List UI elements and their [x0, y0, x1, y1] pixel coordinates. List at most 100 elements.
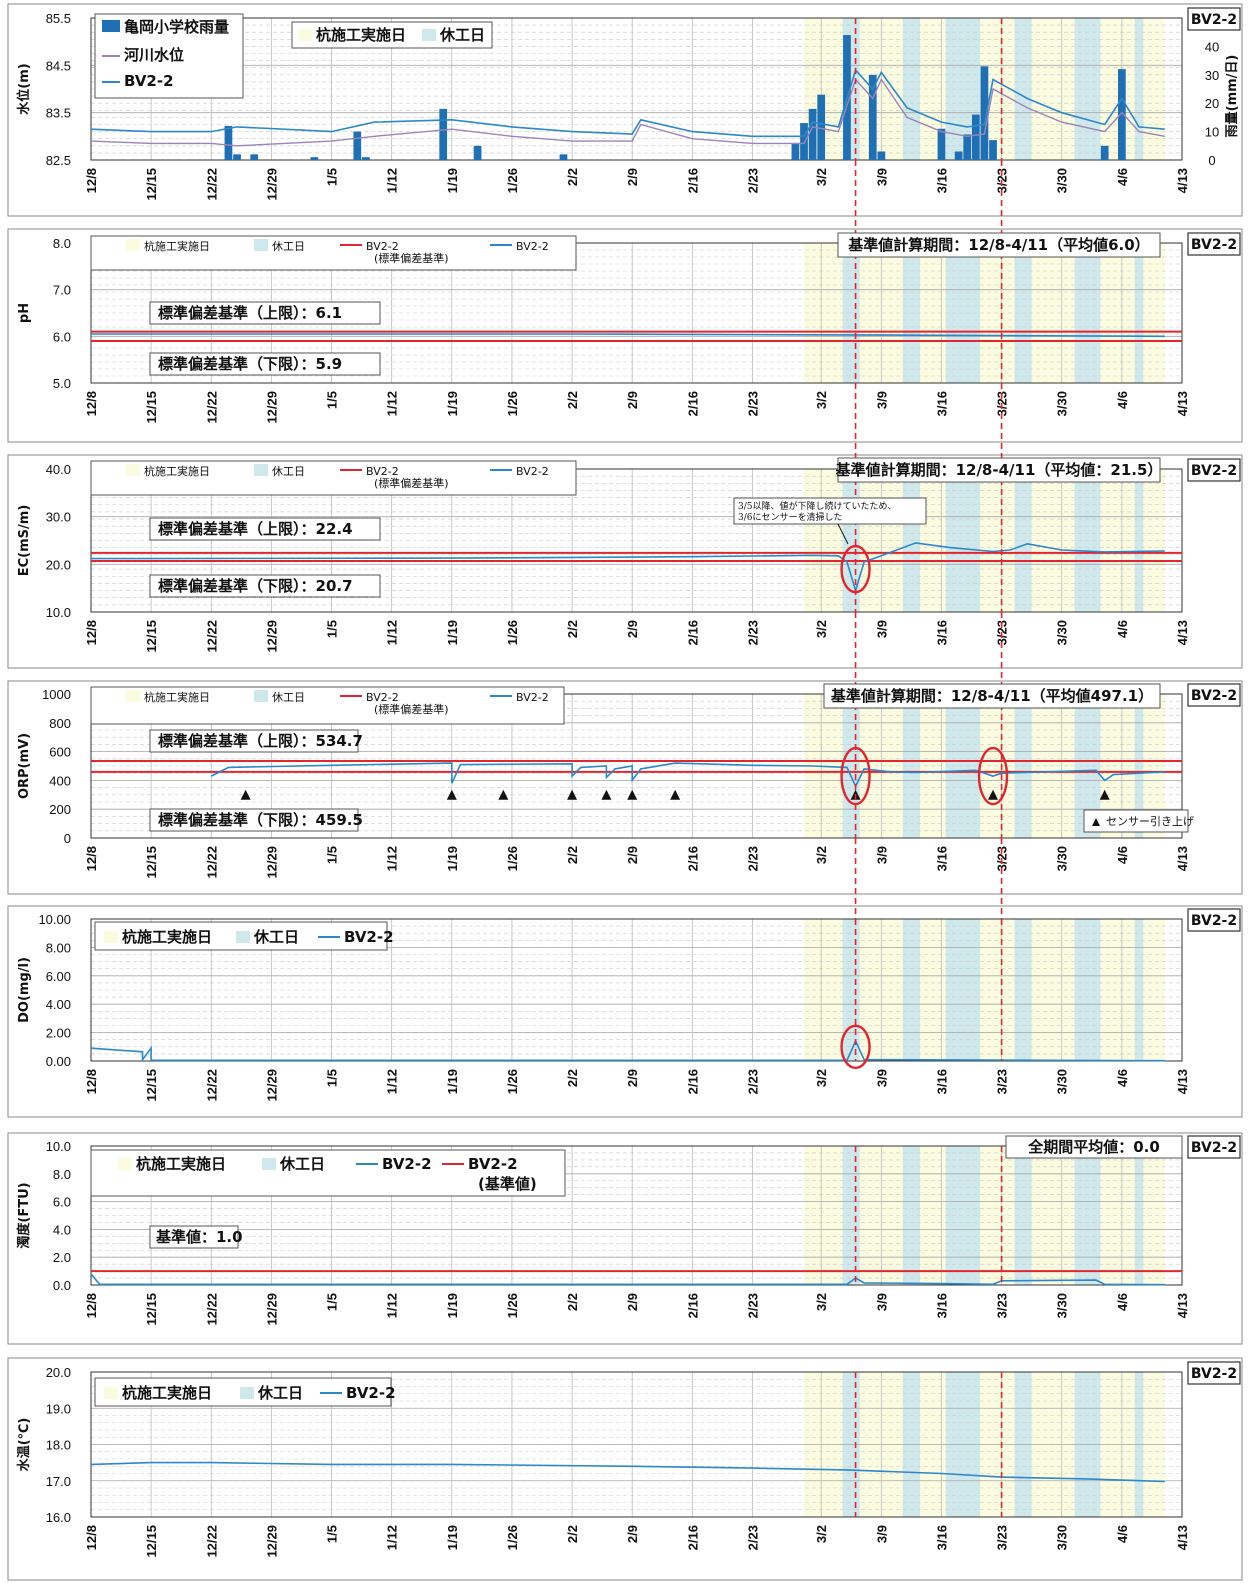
- y-tick-label: 4.0: [53, 1222, 71, 1237]
- legend-panel-4: 杭施工実施日 休工日 BV2-2(標準偏差基準)BV2-2 基準値計算期間：12/8-…: [90, 683, 1161, 832]
- x-tick-label: 12/8: [84, 846, 99, 871]
- x-tick-label: 1/19: [445, 391, 460, 416]
- legend-label-rest: 休工日: [272, 240, 305, 253]
- station-tag-box: [1187, 1135, 1241, 1159]
- rest-day-band: [1023, 1146, 1032, 1285]
- x-tick-label: 1/5: [325, 1525, 340, 1543]
- x-tick-label: 2/2: [565, 168, 580, 186]
- x-tick-label: 12/29: [264, 168, 279, 201]
- sensor-marker: [627, 789, 638, 800]
- rainfall-bar: [310, 157, 319, 160]
- reference-label: 基準値：1.0: [155, 1228, 243, 1246]
- legend-label-rest: 休工日: [257, 1384, 303, 1402]
- x-tick-label: 1/12: [385, 1069, 400, 1094]
- legend-label-line: BV2-2: [382, 1155, 432, 1173]
- x-tick-label: 1/5: [325, 1293, 340, 1311]
- rest-day-band: [902, 1146, 912, 1285]
- x-tick-label: 1/26: [505, 1293, 520, 1318]
- station-tag-box: [1187, 232, 1241, 256]
- x-tick-label: 4/13: [1175, 620, 1190, 645]
- reference-label-box: [149, 1225, 239, 1249]
- calc-period-box: [837, 457, 1161, 483]
- upper-limit-label-box: [149, 517, 381, 541]
- rainfall-bar: [817, 94, 826, 160]
- chart-panel-4: 1000 800 600 400 200 0 12/8 12/15 12/22 12/29 1/5 1…: [7, 680, 1243, 895]
- x-tick-label: 12/8: [84, 1069, 99, 1094]
- rest-day-band: [1091, 243, 1101, 383]
- x-tick-label: 3/16: [934, 846, 949, 871]
- y-tick-label: 5.0: [53, 376, 71, 391]
- series-line-1: [91, 333, 1165, 338]
- y-tick-label: 10.00: [38, 912, 71, 927]
- rainfall-bar: [937, 128, 946, 160]
- legend-panel-7: 杭施工実施日 休工日 BV2-2: [94, 1377, 396, 1407]
- x-tick-label: 2/23: [745, 846, 760, 871]
- legend-label-ref-sub: (標準偏差基準): [374, 251, 449, 265]
- y-tick-label: 8.00: [46, 940, 71, 955]
- legend-label-rain: 亀岡小学校雨量: [124, 18, 229, 36]
- rest-day-band: [1023, 469, 1032, 612]
- rainfall-bar: [362, 157, 370, 160]
- y-tick-label: 84.5: [46, 58, 71, 73]
- lower-limit-label-box: [149, 574, 381, 598]
- x-tick-label: 12/22: [204, 1293, 219, 1326]
- rest-day-band: [911, 919, 920, 1061]
- y-axis-title: 水位(m): [16, 63, 32, 114]
- rest-day-band: [1091, 694, 1101, 838]
- series-line-1: [90, 1039, 1165, 1062]
- legend-swatch-rest: [422, 29, 436, 41]
- station-tag: BV2-2: [1187, 458, 1241, 482]
- x-tick-label: 1/19: [445, 846, 460, 871]
- rest-day-band: [1134, 1146, 1144, 1285]
- annotation-pointer: [837, 523, 849, 545]
- legend-swatch-rest: [236, 931, 250, 943]
- station-tag-label: BV2-2: [1191, 688, 1237, 704]
- chart-panel-5: 10.00 8.00 6.00 4.00 2.00 0.00 12/8 12/15 12/22 1…: [7, 905, 1243, 1118]
- x-tick-label: 1/5: [325, 1069, 340, 1087]
- ec-annotation: 3/5以降、値が下降し続けていたため、3/6にセンサーを清掃した: [733, 497, 927, 545]
- chart-panel-6: 10.0 8.0 6.0 4.0 2.0 0.0 12/8 12/15 12/22 12/29 1/…: [7, 1132, 1243, 1345]
- x-tick-label: 12/29: [264, 620, 279, 653]
- rest-day-band: [1134, 469, 1144, 612]
- calc-period-box: [1005, 1135, 1183, 1159]
- series-line-1: [210, 762, 1165, 789]
- y2-axis-title: 雨量(mm/日): [1225, 55, 1240, 138]
- series-line-2: [90, 68, 1165, 138]
- plot-frame: [90, 242, 1183, 384]
- legend-label-line: BV2-2: [366, 240, 399, 253]
- x-tick-label: 1/19: [445, 1293, 460, 1318]
- y-tick-label: 0.00: [46, 1054, 71, 1069]
- station-tag-box: [1187, 908, 1241, 932]
- y-axis-title: pH: [17, 303, 32, 323]
- x-tick-label: 1/26: [505, 846, 520, 871]
- rest-day-band: [954, 243, 963, 383]
- rest-day-band: [954, 694, 963, 838]
- sensor-marker: [988, 789, 999, 800]
- plot-frame: [90, 17, 1183, 161]
- legend-swatch-work: [104, 1387, 118, 1399]
- legend-box: [90, 235, 577, 271]
- legend-swatch-rest: [254, 464, 268, 476]
- y-tick-label: 2.0: [53, 1250, 71, 1265]
- x-tick-label: 4/6: [1115, 1525, 1130, 1543]
- legend-label-ref-sub: (基準値): [478, 1175, 537, 1193]
- rainfall-bar: [954, 151, 963, 160]
- legend-label-rest: 休工日: [272, 465, 305, 478]
- annotation-line-2: 3/6にセンサーを清掃した: [738, 511, 843, 523]
- x-tick-label: 1/5: [325, 620, 340, 638]
- x-tick-label: 2/23: [745, 1069, 760, 1094]
- y-tick-label: 19.0: [46, 1401, 71, 1416]
- x-tick-label: 12/15: [144, 846, 159, 879]
- x-tick-label: 2/16: [685, 1293, 700, 1318]
- rest-day-band: [842, 919, 852, 1061]
- rainfall-bar: [791, 142, 800, 160]
- y-tick-label: 0: [64, 831, 71, 846]
- x-tick-label: 12/22: [204, 168, 219, 201]
- rest-day-band: [1134, 243, 1144, 383]
- x-tick-label: 12/8: [84, 1293, 99, 1318]
- annotation-box: [733, 497, 927, 525]
- legend-label-rest: 休工日: [253, 928, 299, 946]
- rest-day-band: [902, 469, 912, 612]
- rest-day-band: [954, 919, 963, 1061]
